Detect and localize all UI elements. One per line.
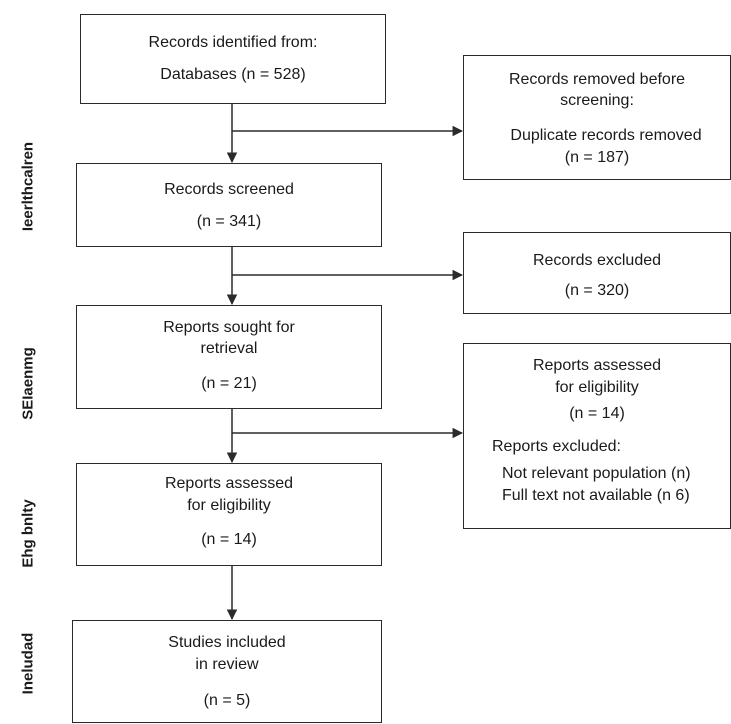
box-reports-excluded: Reports assessed for eligibility (n = 14… bbox=[463, 343, 731, 529]
box-records-removed: Records removed before screening: Duplic… bbox=[463, 55, 731, 180]
box-line: Records identified from: bbox=[148, 34, 318, 51]
box-line: (n = 14) bbox=[201, 531, 257, 548]
box-line: screening: bbox=[560, 92, 634, 109]
box-line: (n = 341) bbox=[196, 213, 262, 230]
phase-label-screening: SEIaenmg bbox=[19, 347, 37, 420]
box-line: Reports assessed bbox=[532, 357, 662, 374]
box-line: (n = 21) bbox=[201, 375, 257, 392]
box-line: Not relevant population (n) bbox=[502, 465, 691, 482]
phase-label-identification: Ieerlthcalren bbox=[19, 141, 37, 232]
box-line: for eligibility bbox=[187, 497, 271, 514]
box-line: Records excluded bbox=[532, 252, 662, 269]
box-line: Reports assessed bbox=[164, 475, 294, 492]
box-reports-assessed: Reports assessed for eligibility (n = 14… bbox=[76, 463, 382, 566]
box-reports-sought: Reports sought for retrieval (n = 21) bbox=[76, 305, 382, 409]
box-line: Records removed before bbox=[508, 71, 686, 88]
box-line: for eligibility bbox=[555, 379, 639, 396]
box-line: (n = 5) bbox=[203, 692, 251, 709]
box-line: Full text not available (n 6) bbox=[502, 487, 690, 504]
box-line: Databases (n = 528) bbox=[160, 66, 306, 83]
box-line: in review bbox=[195, 656, 259, 673]
box-records-screened: Records screened (n = 341) bbox=[76, 163, 382, 247]
box-records-identified: Records identified from: Databases (n = … bbox=[80, 14, 386, 104]
box-line: Records screened bbox=[164, 181, 294, 198]
box-line: Reports sought for bbox=[163, 319, 295, 336]
box-line: (n = 320) bbox=[564, 282, 630, 299]
box-line: Studies included bbox=[168, 634, 286, 651]
box-line: Duplicate records removed bbox=[510, 127, 702, 144]
box-line: retrieval bbox=[200, 340, 258, 357]
box-records-excluded: Records excluded (n = 320) bbox=[463, 232, 731, 314]
box-line: (n = 14) bbox=[569, 405, 625, 422]
phase-label-included: Ineludad bbox=[19, 632, 37, 695]
box-studies-included: Studies included in review (n = 5) bbox=[72, 620, 382, 723]
phase-label-eligibility: Ehg bnlty bbox=[19, 499, 37, 568]
box-line: (n = 187) bbox=[564, 149, 630, 166]
box-line: Reports excluded: bbox=[492, 438, 621, 455]
